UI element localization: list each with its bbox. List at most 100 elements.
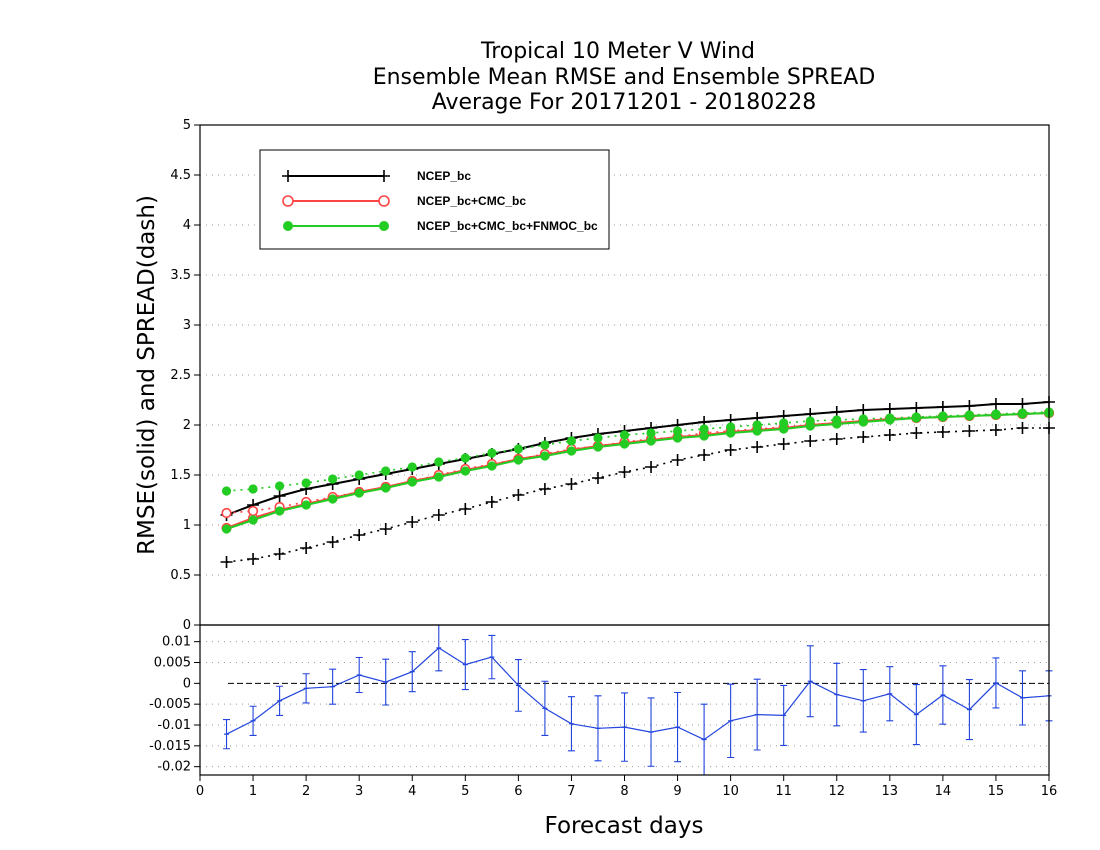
data-point-marker <box>963 400 976 412</box>
data-point-marker <box>354 470 364 480</box>
data-point-marker <box>857 431 870 443</box>
series-line <box>226 401 1050 516</box>
data-point-marker <box>991 409 1001 419</box>
x-tick-label: 4 <box>408 784 416 799</box>
data-point-marker <box>885 413 895 423</box>
upper-y-tick-label: 4.5 <box>170 168 191 183</box>
data-point-marker <box>301 500 311 510</box>
data-point-marker <box>883 403 896 415</box>
data-point-marker <box>247 553 260 565</box>
data-point-marker <box>646 428 656 438</box>
data-point-marker <box>221 524 232 534</box>
data-point-marker <box>407 477 417 487</box>
data-point-marker <box>220 556 233 568</box>
data-point-marker <box>671 454 684 466</box>
upper-y-tick-label: 3 <box>183 318 191 333</box>
upper-series-group <box>220 396 1055 568</box>
lower-plot-frame <box>199 624 1050 776</box>
upper-y-tick-label: 1.5 <box>170 468 191 483</box>
data-point-marker <box>247 505 259 517</box>
data-point-marker <box>273 548 286 560</box>
data-point-marker <box>381 483 391 493</box>
legend-label: NCEP_bc+CMC_bc+FNMOC_bc <box>417 219 598 233</box>
x-axis-label: Forecast days <box>545 813 704 839</box>
data-point-marker <box>619 439 630 449</box>
data-point-marker <box>221 486 232 496</box>
lower-y-tick-label: 0 <box>183 676 191 691</box>
upper-y-tick-label: 1 <box>183 518 191 533</box>
data-point-marker <box>282 195 294 207</box>
x-tick-label: 5 <box>461 784 469 799</box>
data-point-marker <box>381 466 391 476</box>
upper-y-tick-label: 2.5 <box>170 368 191 383</box>
series-line <box>226 412 1050 514</box>
data-point-marker <box>459 503 472 515</box>
data-point-marker <box>593 433 603 443</box>
data-point-marker <box>805 416 815 426</box>
x-tick-label: 15 <box>988 784 1005 799</box>
lower-y-ticks: -0.02 -0.015 -0.01 -0.005 0 0.005 0.01 <box>149 635 200 775</box>
data-point-marker <box>283 221 293 231</box>
upper-y-tick-label: 3.5 <box>170 268 191 283</box>
series-1 <box>220 396 1055 521</box>
data-point-marker <box>726 422 736 432</box>
data-point-marker <box>378 170 390 182</box>
data-point-marker <box>779 418 789 428</box>
data-point-marker <box>938 411 948 421</box>
series-4 <box>221 407 1055 519</box>
y-axis-label: RMSE(solid) and SPREAD(dash) <box>134 195 160 555</box>
data-point-marker <box>804 435 817 447</box>
legend-entry: NCEP_bc+CMC_bc+FNMOC_bc <box>283 219 598 233</box>
data-point-marker <box>513 455 523 465</box>
x-tick-label: 12 <box>828 784 845 799</box>
data-point-marker <box>487 461 497 471</box>
data-point-marker <box>1016 422 1029 434</box>
data-point-marker <box>646 436 656 446</box>
data-point-marker <box>379 523 392 535</box>
data-point-marker <box>282 170 294 182</box>
data-point-marker <box>434 457 444 467</box>
chart-subtitle: Ensemble Mean RMSE and Ensemble SPREAD <box>373 65 876 90</box>
data-point-marker <box>936 401 949 413</box>
data-point-marker <box>328 494 338 504</box>
x-tick-label: 1 <box>249 784 257 799</box>
data-point-marker <box>963 425 976 437</box>
upper-y-ticks: 0.5 1 1.5 2 2.5 3 3.5 4 4.5 5 0 <box>170 118 200 633</box>
x-tick-label: 9 <box>673 784 681 799</box>
data-point-marker <box>619 430 630 440</box>
data-point-marker <box>699 431 709 441</box>
data-point-marker <box>248 484 258 494</box>
legend-label: NCEP_bc+CMC_bc <box>417 194 526 208</box>
legend: NCEP_bc NCEP_bc+CMC_bc NCEP_bc+CMC_bc+FNMO… <box>259 149 610 250</box>
data-point-marker <box>858 414 868 424</box>
data-point-marker <box>513 444 523 454</box>
data-point-marker <box>883 429 896 441</box>
data-point-marker <box>406 516 419 528</box>
data-point-marker <box>354 488 364 498</box>
data-point-marker <box>724 444 737 456</box>
data-point-marker <box>672 426 683 436</box>
data-point-marker <box>672 433 683 443</box>
data-point-marker <box>538 483 551 495</box>
x-tick-label: 11 <box>775 784 792 799</box>
data-point-marker <box>698 449 711 461</box>
data-point-marker <box>353 529 366 541</box>
series-line <box>226 411 1050 492</box>
data-point-marker <box>432 509 445 521</box>
data-point-marker <box>485 496 498 508</box>
upper-y-tick-label: 2 <box>183 418 191 433</box>
data-point-marker <box>699 424 709 434</box>
data-point-marker <box>274 481 285 491</box>
data-point-marker <box>593 442 603 452</box>
data-point-marker <box>565 478 578 490</box>
data-point-marker <box>540 451 550 461</box>
data-point-marker <box>989 398 1002 410</box>
lower-gridlines <box>200 641 1049 768</box>
data-point-marker <box>751 441 764 453</box>
data-point-marker <box>832 415 842 425</box>
x-tick-label: 2 <box>302 784 310 799</box>
data-point-marker <box>434 472 444 482</box>
upper-y-tick-label: 5 <box>183 118 191 133</box>
x-tick-label: 3 <box>355 784 363 799</box>
data-point-marker <box>910 402 923 414</box>
